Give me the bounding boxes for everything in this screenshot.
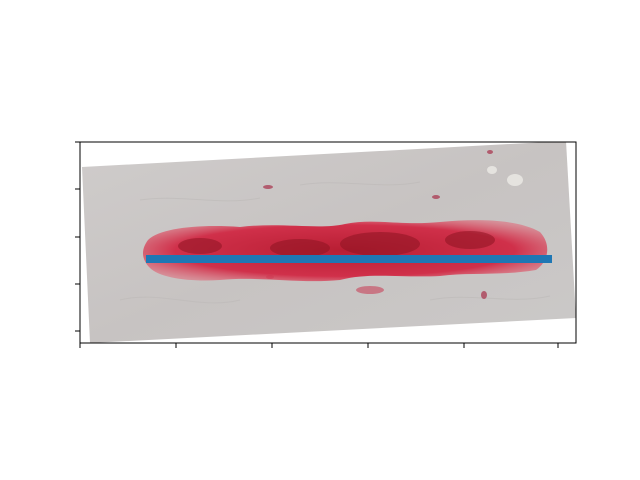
wound-region <box>143 220 548 282</box>
y-axis-ticks <box>75 141 80 332</box>
light-spot <box>507 174 523 186</box>
x-axis-ticks <box>79 343 559 348</box>
wound-dark-patches <box>178 231 495 257</box>
axes-frame <box>79 141 577 344</box>
light-spot <box>487 166 497 174</box>
skin-texture <box>119 181 551 304</box>
plot-area <box>80 142 576 343</box>
